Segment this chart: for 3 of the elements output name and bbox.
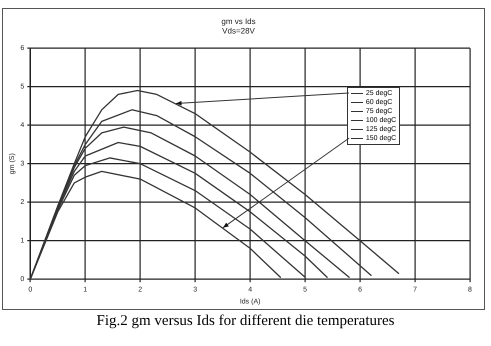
caption: Fig.2 gm versus Ids for different die temperatures [96,313,396,330]
chart-subtitle: Vds=28V [222,26,256,36]
chart-title: gm vs Ids [221,17,256,26]
